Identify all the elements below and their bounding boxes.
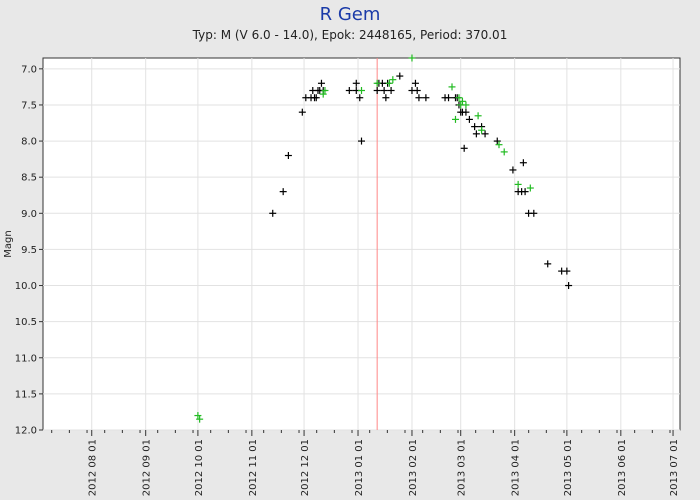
observation-point bbox=[493, 137, 501, 145]
y-tick-label: 12.0 bbox=[15, 426, 37, 437]
observation-point bbox=[298, 108, 306, 116]
data-points bbox=[194, 54, 573, 423]
observation-point bbox=[269, 209, 277, 217]
x-tick-label: 2012 09 01 bbox=[142, 439, 153, 496]
x-axis: 2012 08 01 2012 09 01 2012 10 01 2012 11 01… bbox=[51, 430, 680, 496]
chart-title: R Gem bbox=[319, 4, 381, 25]
y-tick-label: 9.0 bbox=[21, 209, 37, 220]
y-tick-label: 8.5 bbox=[21, 173, 37, 184]
y-axis-label: Magn bbox=[3, 230, 14, 257]
y-tick-label: 8.0 bbox=[21, 137, 37, 148]
observation-point bbox=[563, 267, 571, 275]
observation-point-green bbox=[321, 87, 329, 95]
x-tick-label: 2013 06 01 bbox=[617, 439, 628, 496]
observation-point bbox=[415, 94, 423, 102]
observation-point bbox=[471, 123, 479, 131]
observation-point-green bbox=[385, 79, 393, 87]
observation-point-green bbox=[451, 115, 459, 123]
observation-point bbox=[481, 130, 489, 138]
observation-point bbox=[352, 79, 360, 87]
x-tick-label: 2013 05 01 bbox=[563, 439, 574, 496]
x-tick-label: 2013 07 01 bbox=[669, 439, 680, 496]
observation-point-green bbox=[389, 76, 397, 84]
observation-point-green bbox=[408, 54, 416, 62]
observation-point bbox=[358, 137, 365, 145]
observation-point bbox=[279, 188, 287, 196]
observation-point bbox=[396, 72, 404, 80]
observation-point-green bbox=[373, 79, 381, 87]
observation-point-green bbox=[500, 148, 508, 156]
observation-point bbox=[373, 87, 381, 95]
x-tick-label: 2012 08 01 bbox=[88, 439, 99, 496]
x-tick-label: 2013 02 01 bbox=[408, 439, 419, 496]
y-tick-label: 10.5 bbox=[15, 317, 37, 328]
chart-subtitle: Typ: M (V 6.0 - 14.0), Epok: 2448165, Pe… bbox=[192, 28, 508, 42]
observation-point bbox=[380, 87, 388, 95]
observation-point-green bbox=[462, 101, 470, 109]
observation-point bbox=[411, 79, 419, 87]
observation-point bbox=[387, 87, 395, 95]
observation-point bbox=[460, 144, 468, 152]
observation-point-green bbox=[514, 180, 522, 188]
observation-point-green bbox=[474, 112, 482, 120]
x-tick-label: 2013 04 01 bbox=[511, 439, 522, 496]
observation-point bbox=[462, 108, 470, 116]
observation-point-green bbox=[196, 415, 204, 423]
y-tick-label: 10.0 bbox=[15, 281, 37, 292]
observation-point bbox=[413, 87, 421, 95]
observation-point bbox=[445, 94, 453, 102]
x-tick-label: 2012 10 01 bbox=[194, 439, 205, 496]
observation-point bbox=[519, 159, 527, 167]
observation-point bbox=[472, 130, 480, 138]
observation-point bbox=[382, 94, 390, 102]
y-tick-label: 11.5 bbox=[15, 389, 37, 400]
y-axis: 7.0 7.5 8.0 8.5 9.0 9.5 10.0 10.5 11.0 11.5 12.0 bbox=[15, 64, 43, 437]
observation-point bbox=[422, 94, 430, 102]
y-tick-label: 7.5 bbox=[21, 100, 37, 111]
observation-point bbox=[530, 209, 538, 217]
observation-point bbox=[521, 188, 529, 196]
observation-point bbox=[509, 166, 517, 174]
observation-point-green bbox=[455, 94, 463, 102]
x-tick-label: 2013 01 01 bbox=[354, 439, 365, 496]
plot-area bbox=[42, 57, 681, 431]
x-tick-label: 2012 12 01 bbox=[300, 439, 311, 496]
observation-point-green bbox=[458, 97, 466, 105]
observation-point-green bbox=[526, 184, 534, 192]
observation-point-green bbox=[358, 87, 365, 95]
observation-point-green bbox=[478, 126, 486, 134]
y-tick-label: 7.0 bbox=[21, 64, 37, 75]
observation-point-green bbox=[495, 141, 503, 149]
observation-point bbox=[284, 152, 292, 160]
y-tick-label: 9.5 bbox=[21, 245, 37, 256]
observation-point bbox=[356, 94, 364, 102]
observation-point-green bbox=[194, 412, 202, 420]
x-tick-label: 2012 11 01 bbox=[248, 439, 259, 496]
observation-point bbox=[465, 115, 473, 123]
y-tick-label: 11.0 bbox=[15, 353, 37, 364]
observation-point bbox=[544, 260, 552, 268]
observation-point bbox=[312, 94, 320, 102]
observation-point bbox=[317, 79, 325, 87]
observation-point-green bbox=[319, 90, 327, 98]
observation-point bbox=[345, 87, 353, 95]
grid-lines bbox=[43, 58, 680, 431]
observation-point-green bbox=[448, 83, 456, 91]
x-tick-label: 2013 03 01 bbox=[457, 439, 468, 496]
observation-point bbox=[565, 282, 573, 290]
